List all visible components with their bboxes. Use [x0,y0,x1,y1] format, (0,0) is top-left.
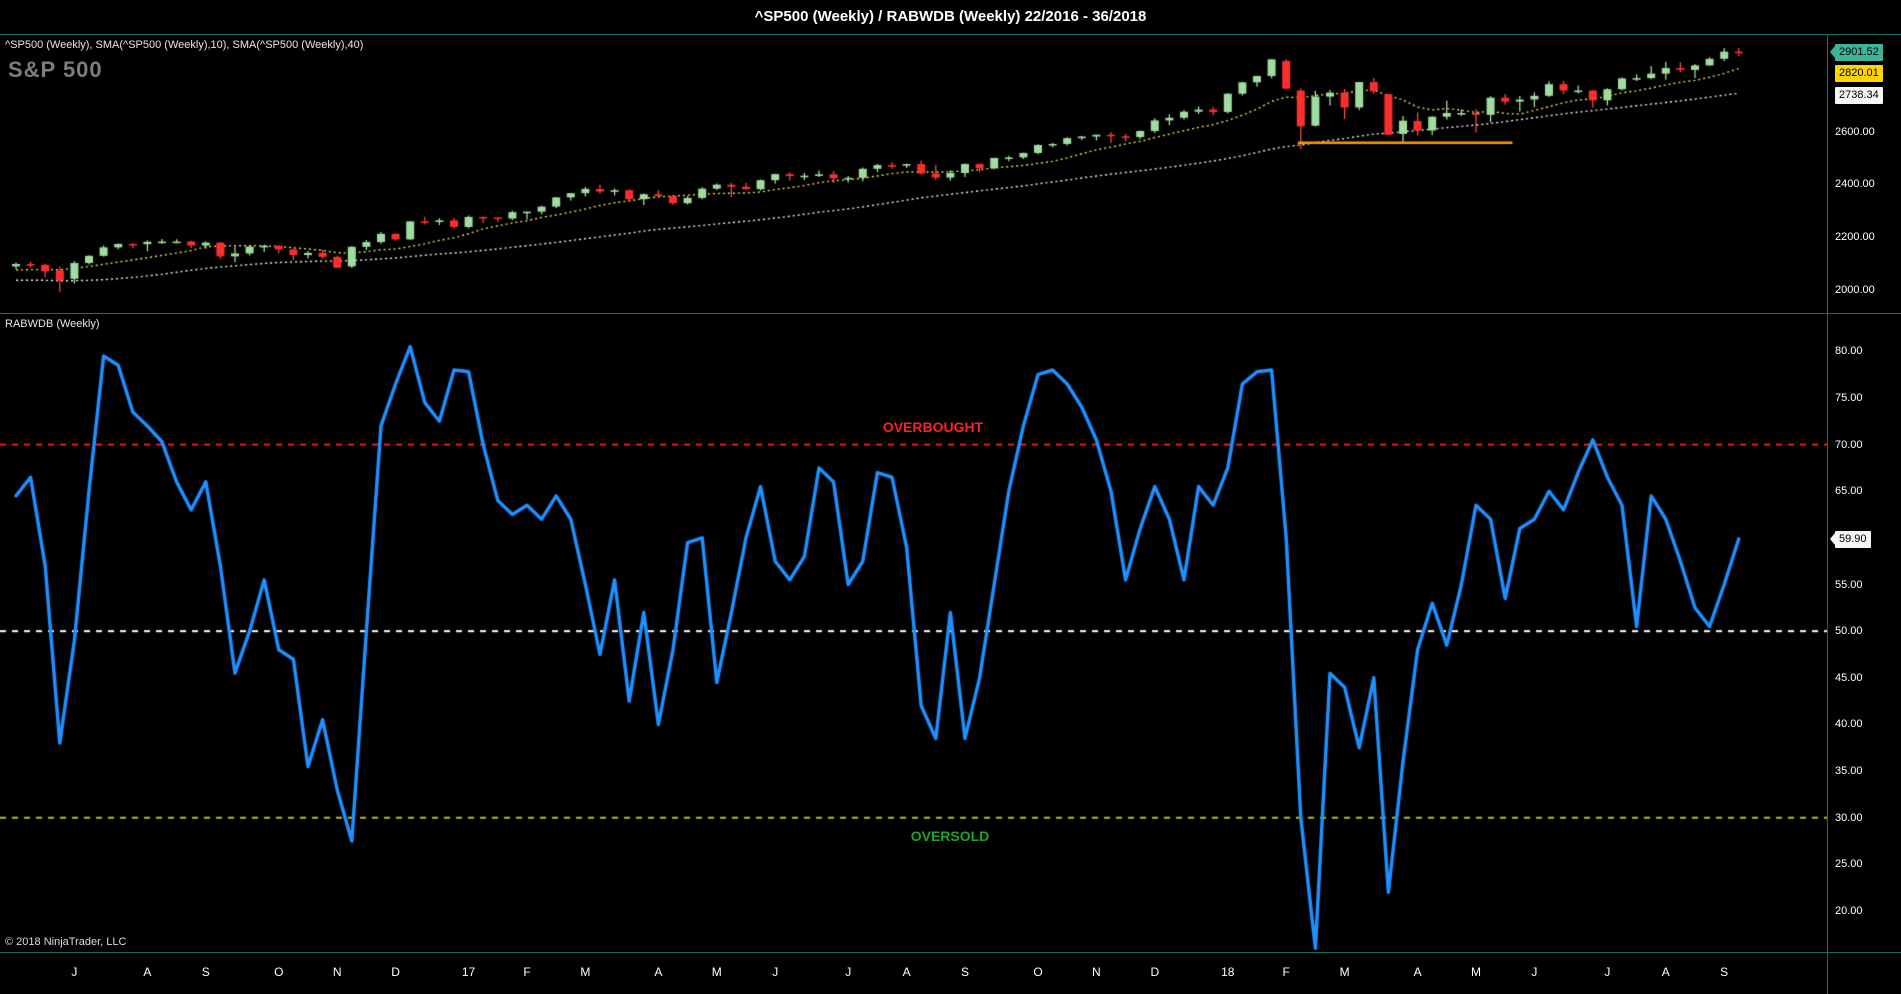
oscillator-axis-tick: 55.00 [1835,578,1863,591]
oscillator-axis-tick: 70.00 [1835,438,1863,451]
time-axis[interactable]: J A S O N D 17 F M A M J J A S O N D 18 F M A M J J A S [0,952,1827,994]
time-axis-label: F [1282,965,1290,979]
time-axis-label: S [1720,965,1729,979]
last-price-marker: 2901.52 [1830,43,1883,61]
time-axis-label: M [580,965,591,979]
price-panel[interactable]: ^SP500 (Weekly), SMA(^SP500 (Weekly),10)… [0,34,1827,313]
oscillator-axis[interactable]: 80.00 75.00 70.00 65.00 55.00 50.00 45.00 40.00… [1827,313,1901,952]
copyright-notice: © 2018 NinjaTrader, LLC [5,936,127,948]
time-axis-label: D [1150,965,1160,979]
marker-pointer-icon [1830,46,1835,59]
time-axis-label: A [902,965,911,979]
axis-corner [1827,952,1901,994]
overbought-label: OVERBOUGHT [882,418,984,435]
oscillator-axis-tick: 20.00 [1835,905,1863,918]
time-axis-label: J [71,965,78,979]
time-axis-label: M [711,965,722,979]
time-axis-label: M [1339,965,1350,979]
time-axis-label: N [1092,965,1101,979]
oscillator-panel[interactable]: RABWDB (Weekly) OVERBOUGHT OVERSOLD © 20… [0,313,1827,952]
marker-pointer-icon [1830,533,1835,546]
oscillator-axis-tick: 75.00 [1835,391,1863,404]
time-axis-label: F [523,965,531,979]
time-axis-label: O [1033,965,1043,979]
price-axis-tick: 2200.00 [1835,231,1875,244]
watermark-label: S&P 500 [8,57,103,82]
time-axis-label: N [332,965,342,979]
time-axis-label: J [772,965,779,979]
time-axis-label: O [274,965,284,979]
time-axis-label: D [391,965,400,979]
oscillator-axis-tick: 50.00 [1835,625,1863,638]
price-axis[interactable]: 2600.00 2400.00 2200.00 2000.00 2901.52 2820.… [1827,34,1901,313]
time-axis-label: J [1531,965,1538,979]
oscillator-axis-tick: 40.00 [1835,718,1863,731]
oscillator-axis-tick: 45.00 [1835,671,1863,684]
price-axis-tick: 2000.00 [1835,284,1875,297]
chart-title: ^SP500 (Weekly) / RABWDB (Weekly) 22/201… [0,0,1901,34]
time-axis-label: S [201,965,210,979]
chart-grid: ^SP500 (Weekly), SMA(^SP500 (Weekly),10)… [0,34,1901,994]
sma40-value-marker: 2738.34 [1835,86,1883,104]
oscillator-label: RABWDB (Weekly) [5,318,100,330]
time-axis-label: A [143,965,152,979]
sp500-candlestick-canvas[interactable] [0,35,1827,313]
time-axis-label: A [1661,965,1670,979]
oscillator-value-marker: 59.90 [1830,530,1871,548]
sma10-value-marker: 2820.01 [1835,65,1883,83]
instrument-label: ^SP500 (Weekly), SMA(^SP500 (Weekly),10)… [5,39,364,51]
oscillator-axis-tick: 80.00 [1835,345,1863,358]
rabwdb-oscillator-canvas[interactable] [0,314,1827,952]
time-axis-label: 17 [461,965,476,979]
time-axis-label: J [845,965,852,979]
time-axis-label: J [1604,965,1611,979]
time-axis-label: A [1413,965,1422,979]
time-axis-label: A [654,965,663,979]
price-axis-tick: 2400.00 [1835,178,1875,191]
oscillator-axis-tick: 30.00 [1835,811,1863,824]
oscillator-axis-tick: 25.00 [1835,858,1863,871]
time-axis-label: M [1471,965,1481,979]
time-axis-label: 18 [1221,965,1235,979]
oscillator-axis-tick: 65.00 [1835,485,1863,498]
oscillator-axis-tick: 35.00 [1835,765,1863,778]
oversold-label: OVERSOLD [910,827,990,844]
price-axis-tick: 2600.00 [1835,125,1875,138]
time-axis-label: S [960,965,969,979]
